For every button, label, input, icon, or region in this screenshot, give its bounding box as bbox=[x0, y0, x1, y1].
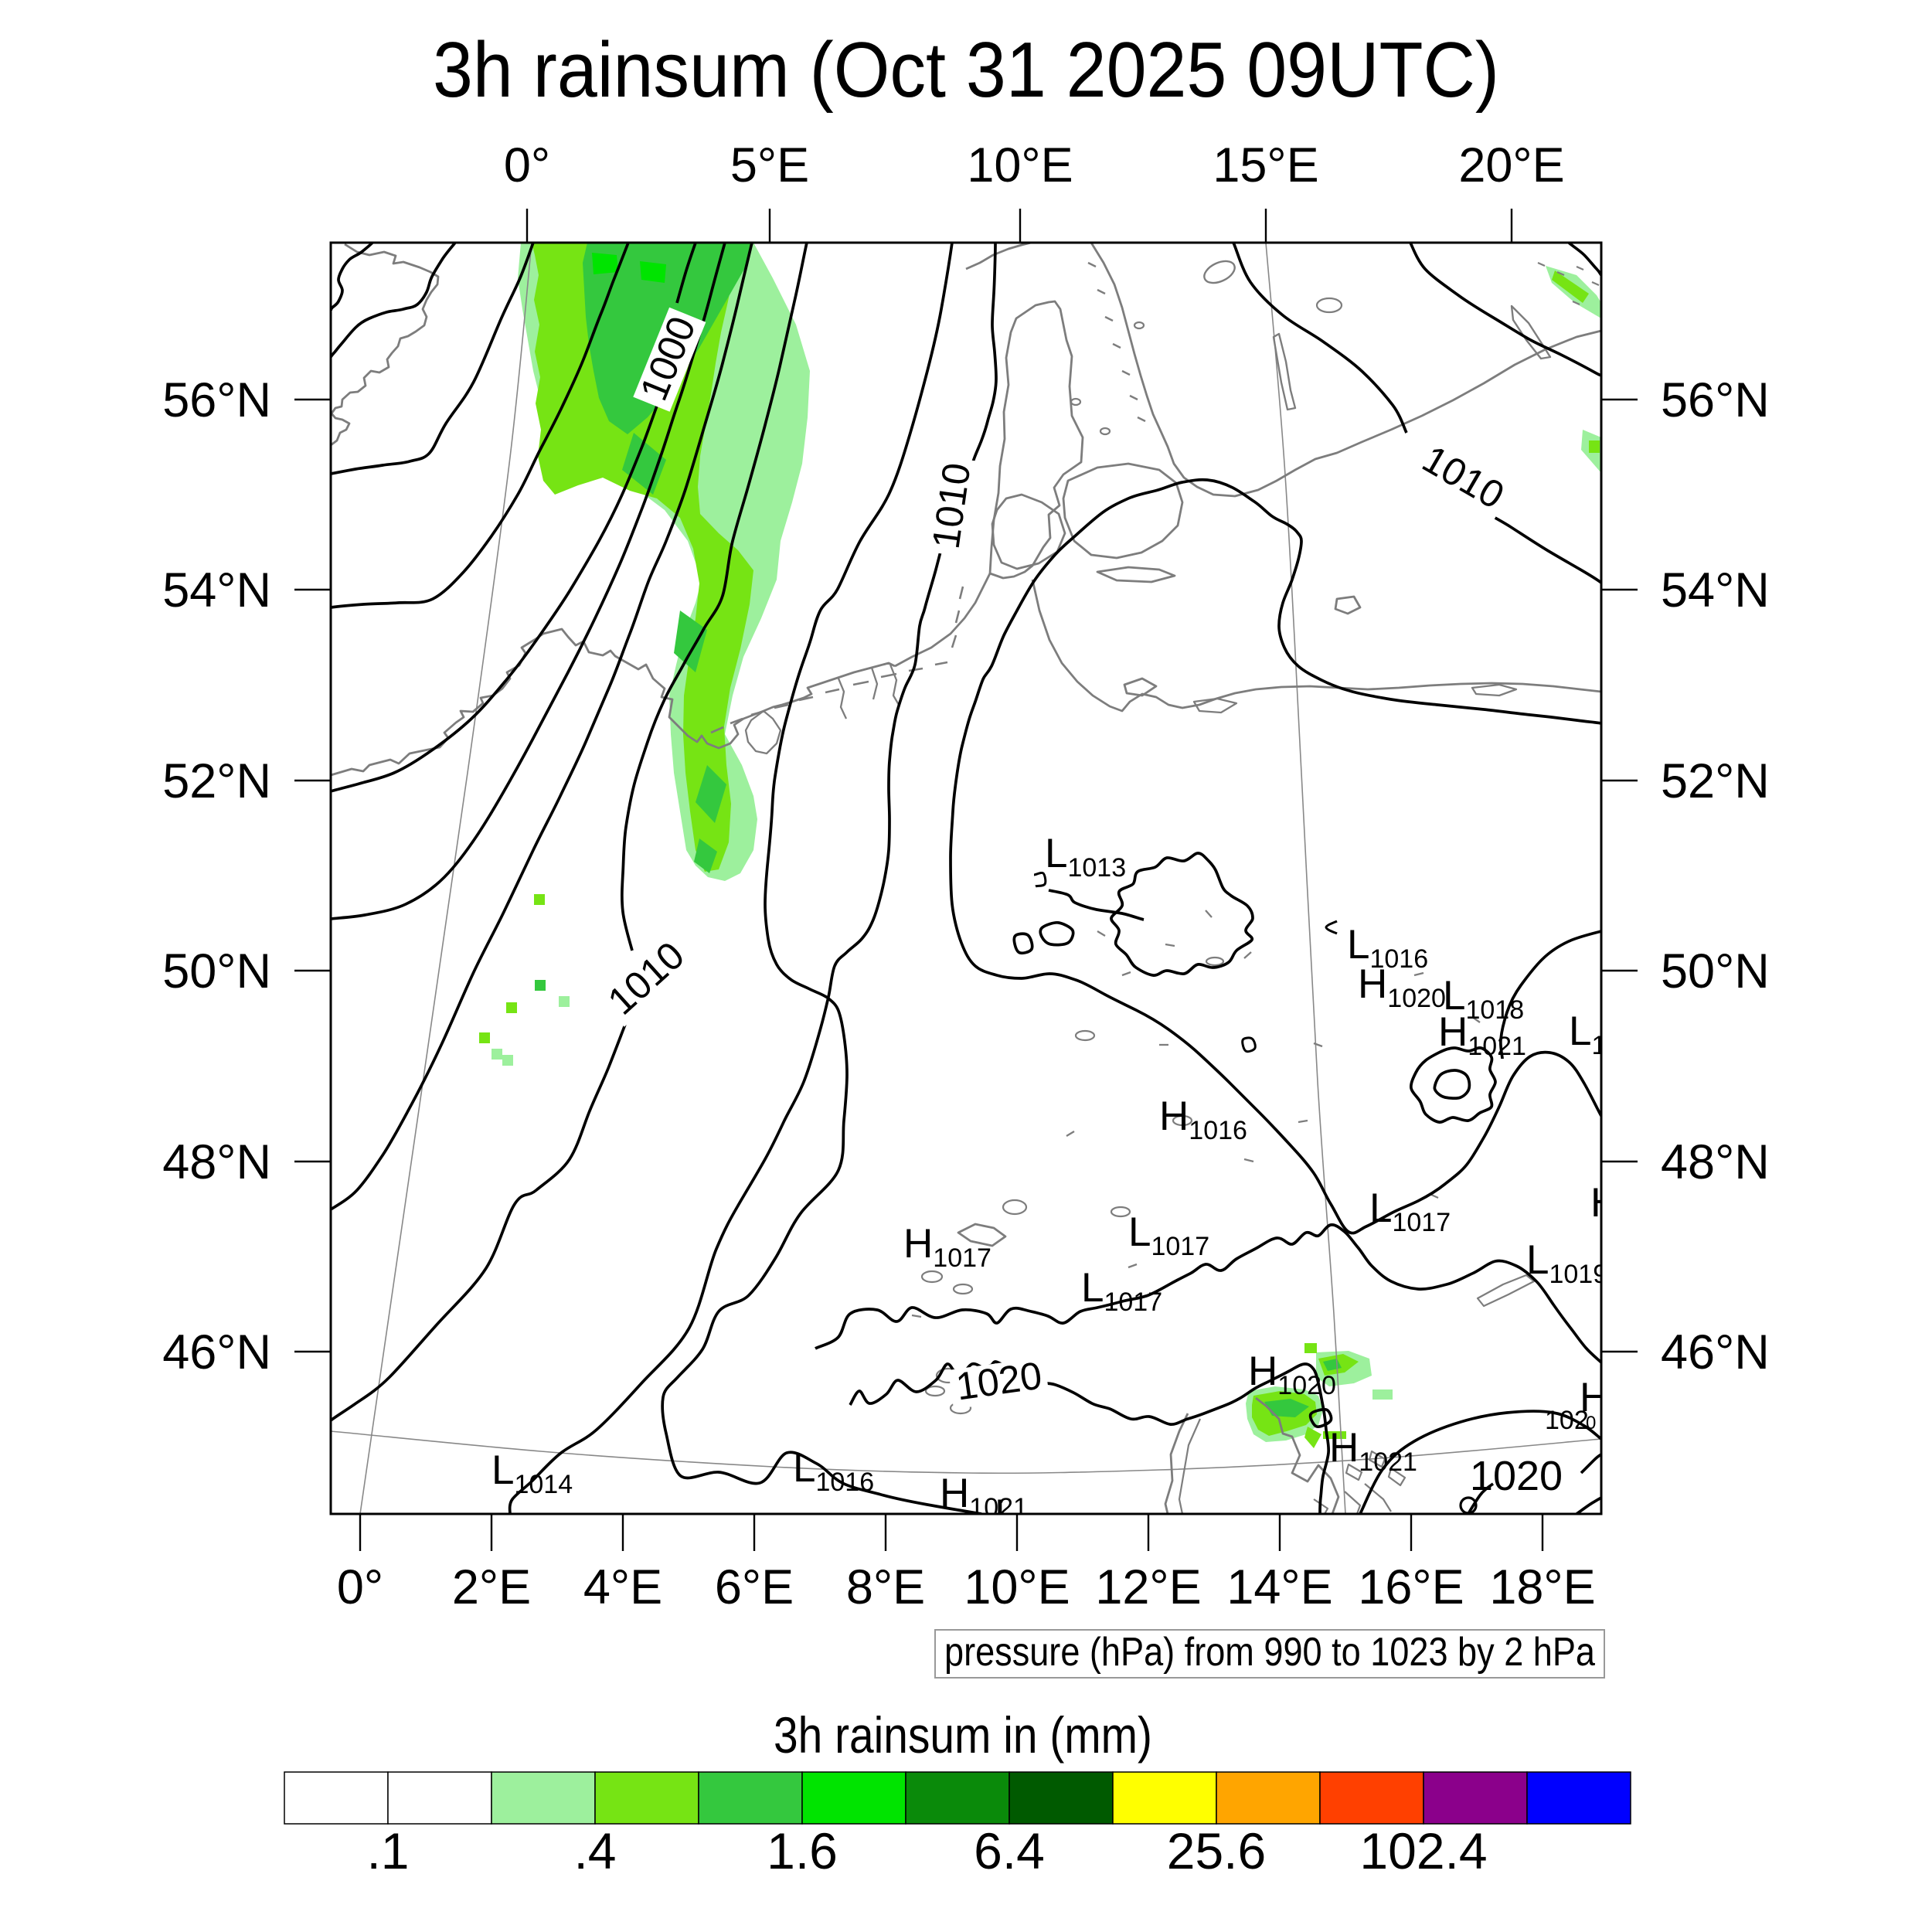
svg-text:5°E: 5°E bbox=[730, 138, 809, 192]
svg-text:.1: .1 bbox=[366, 1822, 409, 1879]
svg-text:1.6: 1.6 bbox=[767, 1822, 838, 1879]
svg-text:102: 102 bbox=[1545, 1406, 1589, 1435]
svg-text:0°: 0° bbox=[504, 138, 550, 192]
svg-text:16°E: 16°E bbox=[1358, 1560, 1464, 1614]
svg-text:10°E: 10°E bbox=[967, 138, 1073, 192]
svg-text:0°: 0° bbox=[337, 1560, 383, 1614]
svg-text:0: 0 bbox=[1586, 1413, 1596, 1434]
svg-text:18°E: 18°E bbox=[1489, 1560, 1595, 1614]
svg-text:50°N: 50°N bbox=[1661, 944, 1770, 998]
svg-text:46°N: 46°N bbox=[162, 1325, 271, 1379]
svg-text:6.4: 6.4 bbox=[974, 1822, 1045, 1879]
svg-text:1020: 1020 bbox=[1470, 1453, 1563, 1499]
svg-text:4°E: 4°E bbox=[583, 1560, 662, 1614]
svg-text:3h rainsum (Oct 31 2025 09UTC): 3h rainsum (Oct 31 2025 09UTC) bbox=[433, 27, 1499, 114]
svg-text:H: H bbox=[1580, 1375, 1609, 1420]
svg-text:48°N: 48°N bbox=[1661, 1135, 1770, 1189]
svg-text:10°E: 10°E bbox=[964, 1560, 1070, 1614]
svg-text:52°N: 52°N bbox=[162, 754, 271, 808]
svg-text:46°N: 46°N bbox=[1661, 1325, 1770, 1379]
svg-text:.4: .4 bbox=[573, 1822, 616, 1879]
svg-text:2°E: 2°E bbox=[452, 1560, 531, 1614]
svg-text:15°E: 15°E bbox=[1213, 138, 1318, 192]
svg-text:48°N: 48°N bbox=[162, 1135, 271, 1189]
svg-text:8°E: 8°E bbox=[846, 1560, 925, 1614]
svg-text:pressure (hPa) from 990 to 102: pressure (hPa) from 990 to 1023 by 2 hPa bbox=[944, 1630, 1595, 1675]
svg-text:52°N: 52°N bbox=[1661, 754, 1770, 808]
svg-text:102.4: 102.4 bbox=[1359, 1822, 1487, 1879]
svg-text:54°N: 54°N bbox=[1661, 563, 1770, 617]
svg-text:H: H bbox=[1590, 1180, 1620, 1226]
svg-text:14°E: 14°E bbox=[1226, 1560, 1332, 1614]
svg-text:56°N: 56°N bbox=[1661, 373, 1770, 427]
svg-text:12°E: 12°E bbox=[1095, 1560, 1201, 1614]
svg-text:6°E: 6°E bbox=[715, 1560, 794, 1614]
svg-text:50°N: 50°N bbox=[162, 944, 271, 998]
svg-text:3h rainsum in (mm): 3h rainsum in (mm) bbox=[774, 1706, 1152, 1764]
svg-text:56°N: 56°N bbox=[162, 373, 271, 427]
svg-text:20°E: 20°E bbox=[1458, 138, 1564, 192]
svg-text:54°N: 54°N bbox=[162, 563, 271, 617]
svg-text:25.6: 25.6 bbox=[1167, 1822, 1266, 1879]
